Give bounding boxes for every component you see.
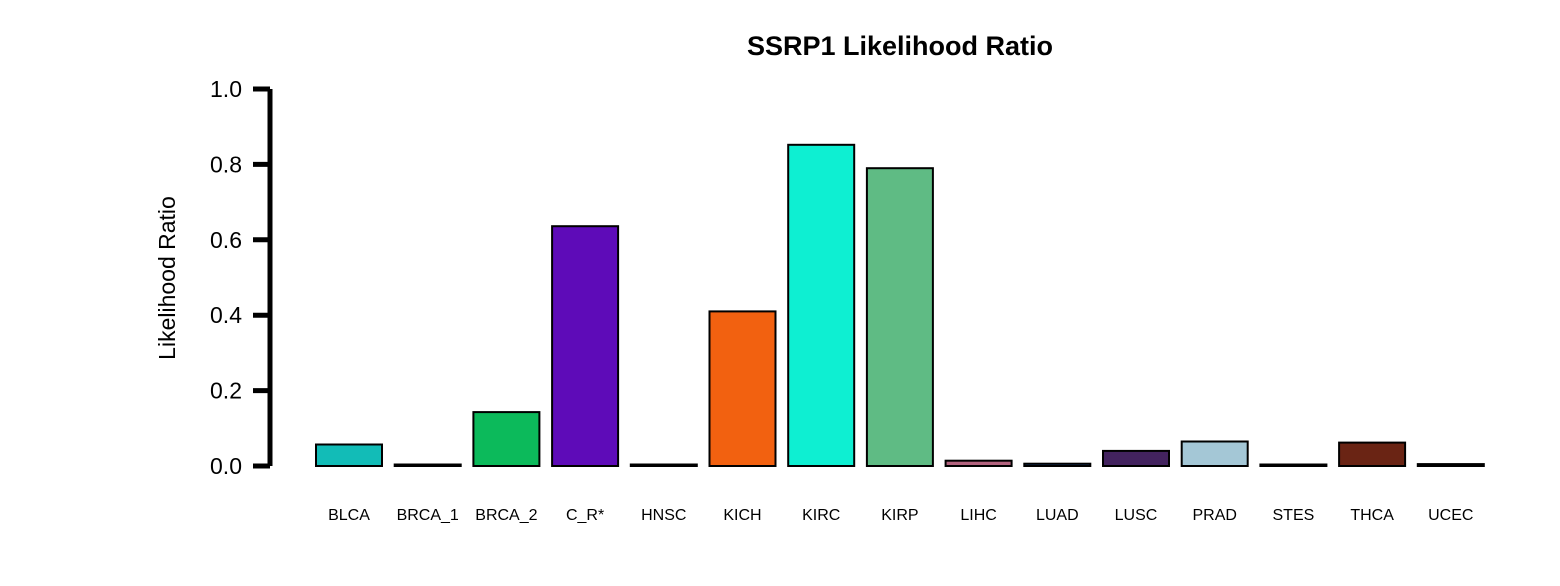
x-tick-label: STES <box>1273 507 1315 524</box>
bar-c-r <box>551 225 620 467</box>
x-tick-label: BLCA <box>328 507 370 524</box>
y-tick-label: 0.2 <box>210 378 242 404</box>
bar-hnsc <box>629 463 698 467</box>
y-tick-label: 0.8 <box>210 151 242 177</box>
x-tick-label: BRCA_2 <box>475 507 537 524</box>
x-tick-label: UCEC <box>1428 507 1473 524</box>
x-tick-label: KIRP <box>881 507 918 524</box>
bar-thca <box>1338 441 1407 468</box>
x-tick-label: THCA <box>1350 507 1394 524</box>
x-tick-label: C_R* <box>566 507 604 524</box>
x-tick-label: KIRC <box>802 507 840 524</box>
x-axis-labels: BLCA BRCA_1 BRCA_2 C_R* HNSC KICH KIRC KIRP LIHC… <box>328 507 1473 524</box>
bar-lusc <box>1102 449 1170 467</box>
bar-luad <box>1023 462 1092 468</box>
y-tick-label: 0.4 <box>210 302 242 328</box>
x-tick-label: LUAD <box>1036 507 1079 524</box>
bars-group <box>315 143 1485 468</box>
bar-brca-2 <box>472 411 541 468</box>
bar-ucec <box>1416 463 1485 468</box>
x-tick-label: PRAD <box>1192 507 1236 524</box>
y-axis-ticks: 0.0 0.2 0.4 0.6 0.8 1.0 <box>210 76 270 479</box>
x-tick-label: HNSC <box>641 507 686 524</box>
bar-brca-1 <box>393 463 462 467</box>
x-tick-label: KICH <box>723 507 761 524</box>
bar-stes <box>1259 463 1328 467</box>
bar-kich <box>708 310 777 467</box>
bar-prad <box>1180 440 1249 467</box>
y-tick-label: 0.0 <box>210 453 242 479</box>
chart-title: SSRP1 Likelihood Ratio <box>747 31 1053 61</box>
x-tick-label: BRCA_1 <box>397 507 459 524</box>
x-tick-label: LIHC <box>960 507 996 524</box>
y-axis-label: Likelihood Ratio <box>154 196 180 360</box>
bar-lihc <box>944 459 1013 468</box>
bar-kirc <box>787 143 856 468</box>
bar-blca <box>315 443 383 467</box>
bar-kirp <box>865 167 934 467</box>
y-tick-label: 0.6 <box>210 227 242 253</box>
x-tick-label: LUSC <box>1115 507 1158 524</box>
y-tick-label: 1.0 <box>210 76 242 102</box>
